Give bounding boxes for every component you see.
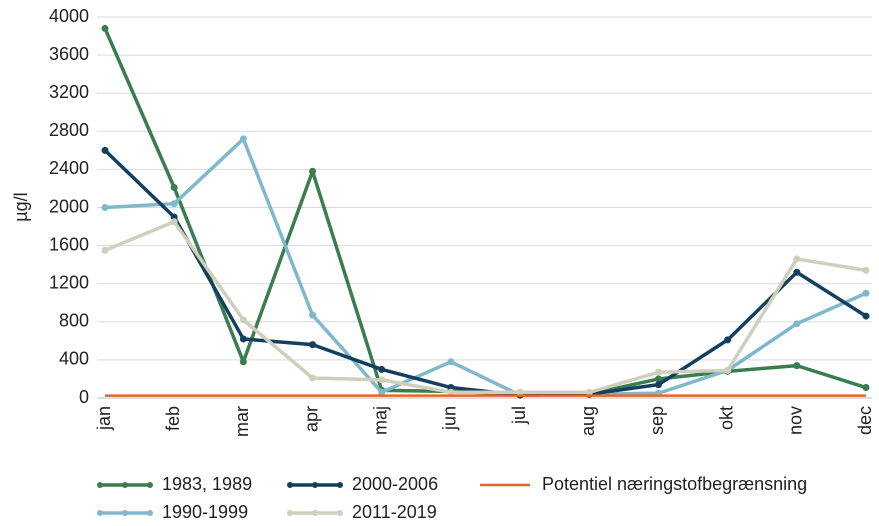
x-tick-label: apr (301, 406, 321, 432)
series-line (104, 137, 867, 397)
data-point (239, 335, 247, 343)
data-point (309, 167, 317, 175)
data-point (793, 362, 801, 370)
data-point (101, 204, 109, 211)
data-point (447, 388, 455, 396)
y-tick-label: 2000 (49, 196, 89, 216)
series-line (103, 149, 867, 397)
data-point (101, 146, 109, 154)
data-point (239, 358, 247, 366)
data-point (378, 376, 386, 384)
data-point (793, 255, 801, 263)
y-tick-label: 4000 (49, 6, 89, 26)
legend-marker (147, 510, 153, 516)
y-tick-label: 1600 (49, 234, 89, 254)
y-tick-label: 800 (59, 311, 89, 331)
x-tick-label: jan (94, 406, 114, 431)
legend-marker (97, 482, 103, 488)
data-point (793, 268, 801, 276)
data-point (239, 316, 247, 324)
data-point (170, 218, 178, 226)
x-tick-label: okt (716, 406, 736, 430)
y-tick-label: 2800 (49, 120, 89, 140)
x-tick-label: aug (578, 406, 598, 436)
data-point (862, 289, 870, 297)
legend-marker (312, 510, 318, 516)
data-point (724, 366, 732, 374)
x-tick-label: jul (509, 406, 529, 425)
x-tick-label: nov (786, 406, 806, 435)
data-point (793, 320, 801, 328)
x-tick-label: jun (440, 406, 460, 431)
y-tick-label: 1200 (49, 272, 89, 292)
legend-marker (122, 482, 128, 488)
data-point (239, 135, 247, 143)
data-point (170, 200, 178, 208)
y-tick-label: 0 (79, 387, 89, 407)
legend-marker (147, 482, 153, 488)
series-line (104, 220, 867, 395)
data-point (447, 358, 455, 366)
legend-label: 1990-1999 (162, 502, 248, 522)
data-point (862, 384, 870, 392)
legend-label: 1983, 1989 (162, 474, 252, 494)
legend-label: 2000-2006 (352, 474, 438, 494)
legend-marker (97, 510, 103, 516)
data-point (309, 311, 317, 319)
data-point (309, 341, 317, 349)
x-tick-label: maj (370, 406, 390, 435)
y-axis-label: µg/l (11, 192, 31, 221)
y-tick-label: 400 (59, 349, 89, 369)
series-line (103, 27, 867, 396)
legend-marker (287, 510, 293, 516)
data-point (309, 374, 317, 382)
data-point (724, 336, 732, 344)
x-tick-label: feb (163, 406, 183, 431)
data-point (516, 388, 524, 396)
data-point (101, 24, 109, 32)
y-tick-label: 2400 (49, 158, 89, 178)
data-point (378, 365, 386, 373)
x-tick-label: dec (855, 406, 875, 435)
data-point (101, 246, 109, 254)
legend-marker (122, 510, 128, 516)
data-point (654, 381, 662, 389)
legend-marker (312, 482, 318, 488)
x-tick-label: mar (232, 406, 252, 437)
y-tick-label: 3600 (49, 44, 89, 64)
data-point (585, 388, 593, 396)
data-point (170, 183, 178, 191)
data-point (654, 375, 662, 383)
legend-label: 2011-2019 (352, 502, 437, 522)
data-point (862, 312, 870, 320)
data-point (862, 266, 870, 274)
data-point (654, 368, 662, 376)
data-point (378, 388, 386, 396)
legend-label: Potentiel næringstofbegrænsning (542, 474, 807, 494)
legend-marker (287, 482, 293, 488)
x-tick-label: sep (647, 406, 667, 435)
legend-marker (337, 510, 343, 516)
legend-marker (337, 482, 343, 488)
y-tick-label: 3200 (49, 82, 89, 102)
